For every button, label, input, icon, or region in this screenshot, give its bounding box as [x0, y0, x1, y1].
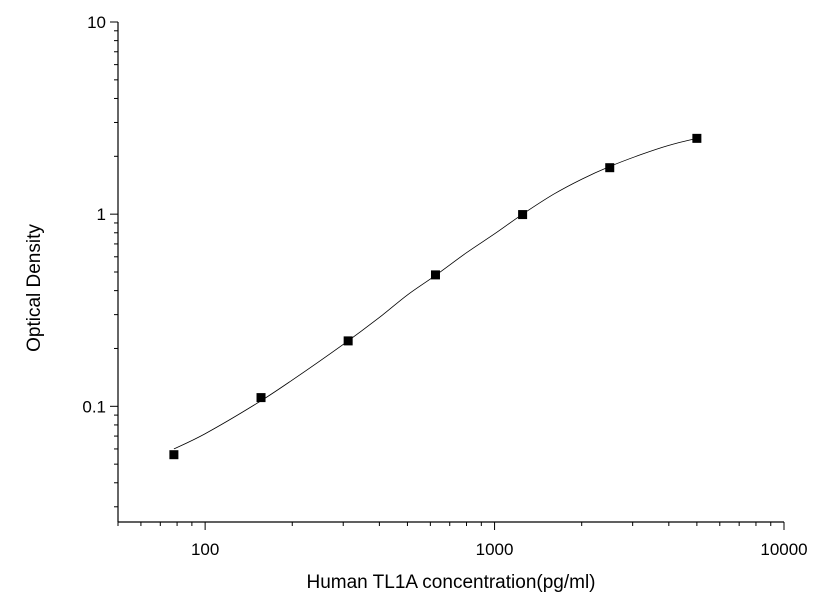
y-ticks [110, 21, 118, 508]
x-axis-title: Human TL1A concentration(pg/ml) [306, 572, 595, 593]
axes [117, 22, 784, 523]
y-tick-label: 0.1 [82, 397, 106, 416]
data-point [256, 393, 266, 403]
data-point [430, 270, 440, 280]
data-point [169, 450, 179, 460]
x-ticks [117, 522, 785, 530]
data-points [169, 133, 702, 460]
x-tick-label: 100 [191, 540, 219, 559]
data-point [518, 210, 528, 220]
data-point [343, 336, 353, 346]
data-point [692, 133, 702, 143]
y-tick-label: 1 [97, 205, 106, 224]
x-tick-label: 1000 [476, 540, 514, 559]
y-axis-title: Optical Density [24, 224, 45, 352]
y-tick-labels: 0.1 1 10 [82, 13, 106, 416]
x-tick-labels: 100 1000 10000 [191, 540, 808, 559]
fit-curve-line [173, 137, 697, 450]
data-point [605, 163, 615, 173]
y-tick-label: 10 [87, 13, 106, 32]
x-tick-label: 10000 [760, 540, 807, 559]
